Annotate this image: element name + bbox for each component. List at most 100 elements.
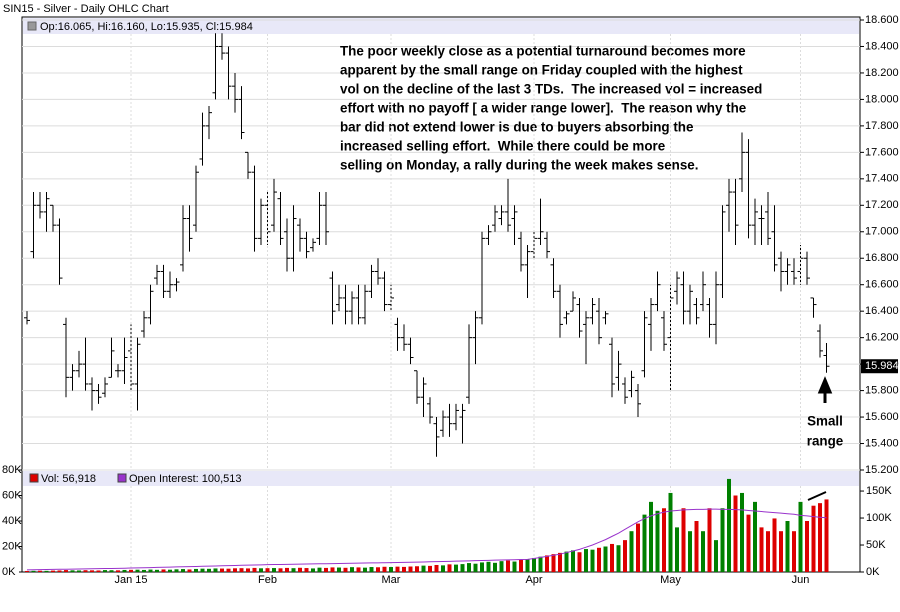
volume-bar xyxy=(239,568,244,572)
volume-bar xyxy=(38,570,42,572)
volume-bar xyxy=(714,540,718,572)
volume-bar xyxy=(356,567,361,572)
annotation-line: vol on the decline of the last 3 TDs. Th… xyxy=(340,82,762,97)
y-tick-label: 17.400 xyxy=(865,173,899,185)
y-tick-label: 16.600 xyxy=(865,279,899,291)
volume-bar xyxy=(350,567,354,572)
volume-bar xyxy=(701,531,705,572)
callout-label: range xyxy=(807,434,843,449)
annotation-line: apparent by the small range on Friday co… xyxy=(340,63,743,78)
volume-bar xyxy=(811,505,816,572)
volume-bar xyxy=(662,508,666,572)
volume-bar xyxy=(707,508,712,572)
volume-bar xyxy=(421,565,426,572)
volume-bar xyxy=(363,567,367,572)
annotation-line: effort with no payoff [ a wider range lo… xyxy=(340,101,746,116)
volume-bar xyxy=(824,499,829,572)
volume-bar xyxy=(480,562,484,572)
volume-bar xyxy=(688,531,692,572)
volume-trend-mark xyxy=(807,491,827,501)
volume-bar xyxy=(623,540,627,572)
volume-bar xyxy=(720,508,725,572)
volume-bar xyxy=(252,567,257,572)
volume-bar xyxy=(655,510,660,572)
volume-bar xyxy=(155,569,159,572)
volume-bar xyxy=(460,564,465,572)
info-swatch xyxy=(27,21,37,31)
volume-bar xyxy=(636,523,640,572)
volume-bar xyxy=(77,570,81,572)
volume-bar xyxy=(70,570,75,572)
volume-bar xyxy=(532,557,536,572)
volume-bar xyxy=(629,531,634,572)
volume-bar xyxy=(428,565,432,572)
callout-label: Small xyxy=(807,414,843,429)
y-tick-label: 18.000 xyxy=(865,93,899,105)
y-tick-label: 60K xyxy=(2,489,22,501)
volume-bar xyxy=(148,569,153,572)
legend-swatch xyxy=(117,473,127,483)
x-tick-label: May xyxy=(660,574,681,586)
volume-bar xyxy=(122,569,127,572)
volume-bar xyxy=(83,570,88,572)
volume-bar xyxy=(493,562,497,572)
annotation-line: The poor weekly close as a potential tur… xyxy=(340,44,746,59)
volume-bar xyxy=(694,521,699,572)
volume-bar xyxy=(798,501,803,572)
y2-tick-label: 50K xyxy=(866,539,886,551)
x-tick-label: Jun xyxy=(792,574,810,586)
volume-bar xyxy=(317,567,322,572)
volume-bar xyxy=(278,568,283,572)
y2-tick-label: 0K xyxy=(866,566,880,578)
y-tick-label: 40K xyxy=(2,515,22,527)
legend-band xyxy=(23,471,859,486)
volume-bar xyxy=(207,568,211,572)
volume-bar xyxy=(200,568,205,572)
last-value-box xyxy=(861,359,898,374)
volume-bar xyxy=(564,551,569,572)
volume-bar xyxy=(785,521,790,572)
x-tick-label: Feb xyxy=(258,574,277,586)
y-tick-label: 15.400 xyxy=(865,437,899,449)
volume-bar xyxy=(233,568,237,572)
volume-bar xyxy=(194,568,198,572)
volume-bar xyxy=(759,527,764,572)
volume-bar xyxy=(753,501,757,572)
volume-bar xyxy=(272,568,276,572)
volume-bar xyxy=(545,555,549,572)
volume-bar xyxy=(324,567,328,572)
volume-bar xyxy=(402,566,406,572)
volume-bar xyxy=(558,552,562,572)
info-band xyxy=(23,18,859,34)
volume-bar xyxy=(57,570,62,572)
volume-bar xyxy=(44,570,49,572)
volume-bar xyxy=(675,527,679,572)
volume-bar xyxy=(31,570,36,572)
x-tick-label: Mar xyxy=(382,574,401,586)
volume-bar xyxy=(187,569,192,572)
volume-bar xyxy=(792,531,796,572)
volume-bar xyxy=(415,566,419,572)
legend-swatch xyxy=(29,473,39,483)
volume-bar xyxy=(298,567,302,572)
volume-bar xyxy=(135,569,140,572)
annotation-line: bar did not extend lower is due to buyer… xyxy=(340,120,693,135)
volume-bar xyxy=(246,568,250,572)
volume-bar xyxy=(668,492,673,572)
volume-bar xyxy=(382,566,387,572)
volume-bar xyxy=(408,566,413,572)
volume-bar xyxy=(571,550,575,572)
volume-bar xyxy=(538,556,543,572)
volume-bar xyxy=(259,568,263,572)
y-tick-label: 17.800 xyxy=(865,120,899,132)
legend-label: Open Interest: 100,513 xyxy=(129,473,242,485)
volume-bar xyxy=(818,503,822,572)
y-tick-label: 17.600 xyxy=(865,146,899,158)
volume-bar xyxy=(220,568,224,572)
volume-bar xyxy=(519,559,523,572)
y-tick-label: 17.200 xyxy=(865,199,899,211)
volume-bar xyxy=(90,570,94,572)
volume-bar xyxy=(805,521,809,572)
y-tick-label: 15.600 xyxy=(865,411,899,423)
